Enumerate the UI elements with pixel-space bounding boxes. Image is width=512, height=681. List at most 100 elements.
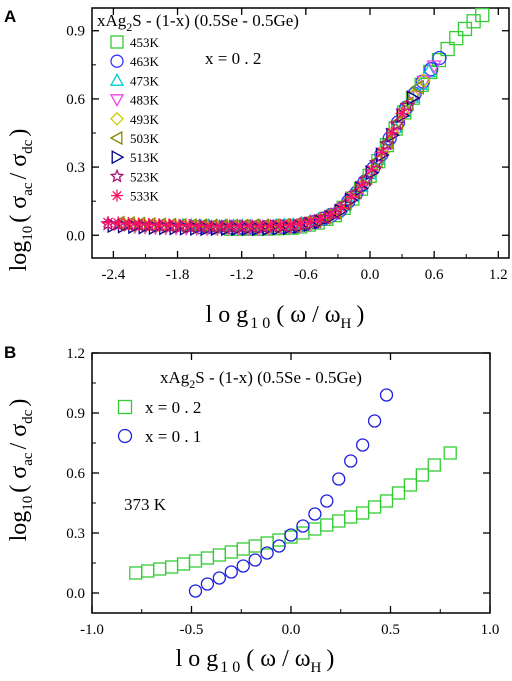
- panel-a-point-523K: [399, 97, 416, 113]
- panel-b-point: [379, 388, 394, 402]
- panel-a-xtick-label: -2.4: [102, 267, 126, 283]
- panel-b-point: [443, 446, 457, 460]
- panel-a-legend-marker-483K: [109, 94, 125, 107]
- panel-b-point: [403, 478, 418, 492]
- panel-a-point-523K: [358, 171, 374, 187]
- panel-b-point: [332, 514, 346, 528]
- panel-b-point: [320, 518, 334, 532]
- panel-b-plot-frame: [91, 352, 491, 614]
- panel-a-legend-marker-453K: [110, 35, 124, 49]
- panel-a-legend-marker-513K: [111, 150, 125, 165]
- panel-b-point: [200, 551, 215, 565]
- panel-b-ytick-label: 0.0: [66, 586, 85, 602]
- panel-a-legend-marker-493K: [110, 111, 124, 126]
- panel-a-xtick-label: -1.2: [230, 267, 254, 283]
- panel-b-xtick-label: 0.0: [282, 622, 301, 638]
- panel-b-point: [332, 472, 346, 486]
- panel-a-point-533K: [131, 217, 145, 231]
- panel-a-legend-label: 453K: [130, 35, 160, 50]
- panel-b-point: [129, 566, 143, 580]
- panel-b-point: [379, 494, 394, 508]
- panel-a-legend-label: 513K: [130, 150, 160, 165]
- panel-b-xtick-label: -1.0: [80, 622, 104, 638]
- panel-a-point-533K: [182, 219, 196, 233]
- panel-b-xtick-label: 1.0: [481, 622, 500, 638]
- panel-b-point: [153, 562, 167, 576]
- panel-a-legend-label: 483K: [130, 93, 160, 108]
- panel-a-point-533K: [375, 145, 389, 159]
- panel-a-point-523K: [389, 116, 405, 131]
- panel-b-point: [296, 519, 310, 533]
- panel-b-legend-marker: [117, 399, 133, 415]
- panel-b-point: [296, 526, 310, 540]
- panel-b-point: [415, 468, 429, 482]
- panel-a-series-463K: [191, 50, 447, 235]
- panel-a-point-523K: [379, 135, 395, 151]
- panel-b-point: [308, 507, 322, 521]
- panel-b-label: B: [4, 343, 16, 362]
- panel-b-point: [308, 522, 322, 536]
- panel-b-point: [236, 542, 250, 556]
- panel-b-point: [141, 564, 155, 578]
- panel-b-point: [367, 500, 382, 514]
- panel-a-point-533K: [294, 217, 308, 231]
- panel-a-point-503K: [410, 79, 424, 95]
- panel-a-point-533K: [172, 218, 186, 232]
- panel-a-legend-label: 533K: [130, 189, 160, 204]
- panel-a-xtick-label: 0.6: [425, 267, 444, 283]
- panel-b-point: [164, 560, 179, 574]
- panel-a-xtick-label: 1.2: [489, 267, 508, 283]
- panel-a-point-533K: [344, 190, 358, 204]
- panel-a-annotation: x = 0 . 2: [205, 49, 261, 68]
- panel-a-ylabel: log10( σac/ σdc): [6, 129, 36, 272]
- panel-a-point-533K: [284, 218, 298, 232]
- panel-a-point-533K: [304, 214, 318, 228]
- panel-b-series-x01: [188, 388, 394, 598]
- panel-a-point-533K: [223, 219, 237, 233]
- panel-a-ytick-label: 0.0: [66, 228, 85, 244]
- panel-b-point: [344, 454, 358, 468]
- panel-b-point: [188, 584, 203, 598]
- panel-b-point: [367, 414, 382, 428]
- panel-a-point-453K: [475, 7, 490, 23]
- panel-a-legend-marker-463K: [110, 54, 124, 68]
- panel-b-point: [427, 458, 441, 472]
- panel-b-point: [344, 510, 358, 524]
- panel-a-point-483K: [405, 91, 422, 105]
- panel-b-annotation: 373 K: [124, 495, 167, 514]
- panel-a-legend-marker-533K: [111, 189, 123, 202]
- panel-b-legend-label: x = 0 . 1: [145, 427, 201, 446]
- panel-a-xtick-label: -1.8: [166, 267, 190, 283]
- panel-b-point: [248, 539, 262, 553]
- panel-b-point: [236, 559, 250, 573]
- panel-a-point-523K: [368, 154, 385, 170]
- panel-a-xtick-label: -0.6: [294, 267, 318, 283]
- panel-b-point: [355, 506, 370, 520]
- panel-a-legend-marker-503K: [109, 130, 123, 146]
- panel-a-point-533K: [365, 163, 379, 177]
- panel-b-point: [272, 539, 286, 553]
- panel-b-xtick-label: 0.5: [381, 622, 400, 638]
- panel-a-point-453K: [440, 41, 455, 57]
- panel-a-point-533K: [202, 219, 216, 233]
- panel-b-point: [391, 486, 406, 500]
- panel-b-point: [224, 565, 238, 579]
- panel-a-series-533K: [101, 106, 409, 233]
- panel-b-point: [188, 554, 203, 568]
- panel-a-point-453K: [457, 21, 473, 37]
- panel-b-xtick-label: -0.5: [180, 622, 204, 638]
- panel-a-legend-marker-523K: [109, 168, 125, 183]
- panel-a-xtick-label: 0.0: [361, 267, 380, 283]
- panel-b-point: [212, 548, 227, 562]
- panel-a-legend-label: 503K: [130, 131, 160, 146]
- panel-a-point-533K: [324, 207, 338, 221]
- panel-a-title: xAg2S - (1-x) (0.5Se - 0.5Ge): [97, 11, 299, 34]
- panel-a-legend-label: 493K: [130, 112, 160, 127]
- panel-b-title: xAg2S - (1-x) (0.5Se - 0.5Ge): [160, 368, 362, 391]
- panel-b-point: [248, 553, 262, 567]
